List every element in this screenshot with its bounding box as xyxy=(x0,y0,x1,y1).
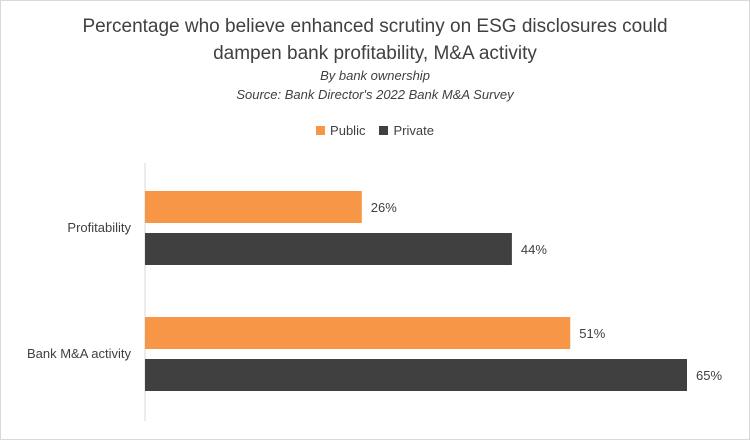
data-label-public-2: 51% xyxy=(579,326,605,341)
bar-public-1 xyxy=(145,191,362,223)
bar-public-2 xyxy=(145,317,571,349)
legend-item-public: Public xyxy=(316,123,365,138)
category-label: Profitability xyxy=(67,220,131,235)
legend-label-public: Public xyxy=(330,122,366,138)
category-label: Bank M&A activity xyxy=(27,346,132,361)
chart-source: Source: Bank Director's 2022 Bank M&A Su… xyxy=(236,87,514,102)
legend-swatch-public xyxy=(316,125,326,135)
chart-subtitle: By bank ownership xyxy=(320,68,430,83)
chart-title: Percentage who believe enhanced scrutiny… xyxy=(82,16,668,64)
legend-item-private: Private xyxy=(379,122,434,138)
data-label-public-1: 26% xyxy=(371,200,397,215)
chart-legend: Public Private xyxy=(1,121,749,139)
data-label-private-2: 65% xyxy=(696,368,722,383)
legend-label-private: Private xyxy=(393,122,434,138)
bar-private-1 xyxy=(145,233,512,265)
data-label-private-1: 44% xyxy=(521,242,547,257)
legend-swatch-private xyxy=(379,125,389,135)
bar-private-2 xyxy=(145,359,687,391)
